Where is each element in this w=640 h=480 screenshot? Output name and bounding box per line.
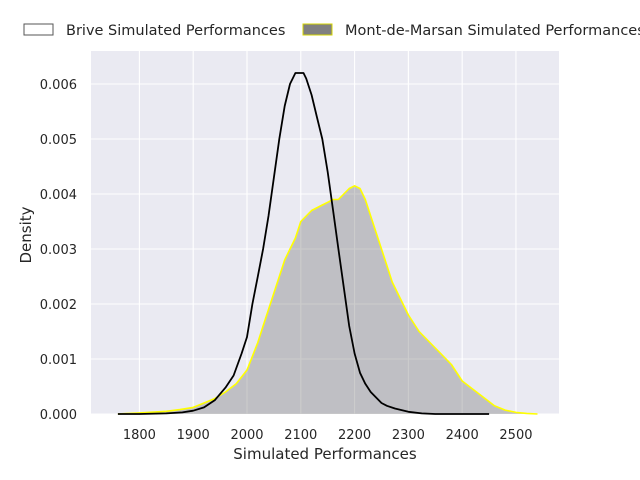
y-tick-label: 0.002 bbox=[40, 298, 77, 313]
x-tick-label: 1900 bbox=[177, 428, 210, 443]
x-tick-label: 2100 bbox=[284, 428, 317, 443]
legend-label-brive: Brive Simulated Performances bbox=[66, 23, 285, 39]
x-tick-label: 2400 bbox=[446, 428, 479, 443]
y-tick-label: 0.001 bbox=[40, 353, 77, 368]
legend-swatch-mont-de-marsan bbox=[302, 23, 333, 36]
y-tick-label: 0.005 bbox=[40, 133, 77, 148]
x-axis-title: Simulated Performances bbox=[233, 445, 417, 463]
mont-de-marsan-density-line bbox=[117, 185, 538, 415]
x-axis: 1800 1900 2000 2100 2200 2300 2400 2500 bbox=[123, 428, 533, 443]
x-tick-label: 2000 bbox=[230, 428, 263, 443]
y-tick-label: 0.000 bbox=[40, 408, 77, 423]
legend: Brive Simulated Performances Mont-de-Mar… bbox=[23, 23, 640, 39]
y-axis: 0.000 0.001 0.002 0.003 0.004 0.005 0.006 bbox=[40, 78, 77, 423]
x-tick-label: 2500 bbox=[499, 428, 532, 443]
y-tick-label: 0.006 bbox=[40, 78, 77, 93]
legend-swatch-brive bbox=[23, 23, 54, 36]
series-layer bbox=[117, 72, 538, 415]
legend-label-mont-de-marsan: Mont-de-Marsan Simulated Performances bbox=[345, 23, 640, 39]
x-tick-label: 2200 bbox=[338, 428, 371, 443]
y-axis-title: Density bbox=[17, 206, 35, 263]
y-tick-label: 0.004 bbox=[40, 188, 77, 203]
plot-area bbox=[91, 51, 559, 414]
mont-de-marsan-density-fill bbox=[117, 185, 538, 414]
brive-density-line bbox=[117, 72, 490, 415]
y-tick-label: 0.003 bbox=[40, 243, 77, 258]
x-tick-label: 1800 bbox=[123, 428, 156, 443]
x-tick-label: 2300 bbox=[392, 428, 425, 443]
